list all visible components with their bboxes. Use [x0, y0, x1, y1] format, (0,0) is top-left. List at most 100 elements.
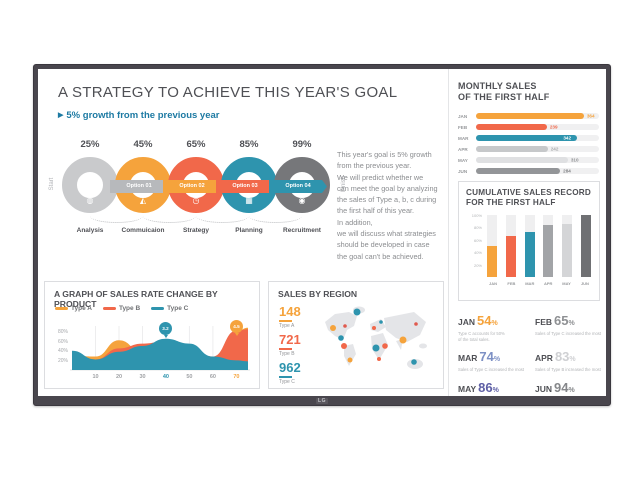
bar-value: 310 [570, 157, 579, 163]
dotted-arc [196, 209, 249, 223]
month-name: JAN [458, 317, 476, 327]
legend-item: Type B [102, 305, 140, 312]
month-stat: JAN 54% Type C accounts for 50% of the to… [458, 312, 528, 342]
column-track [580, 215, 591, 277]
month-value: 94 [554, 380, 569, 396]
month-value: 74 [479, 349, 494, 365]
stat-underline [279, 376, 292, 378]
monitor-bezel: A STRATEGY TO ACHIEVE THIS YEAR'S GOAL ▶… [33, 64, 611, 406]
bar-row: MAR 342 [458, 133, 599, 144]
month-name: FEB [535, 317, 552, 327]
percent-sign: % [492, 387, 499, 395]
lg-logo: LG [316, 398, 328, 404]
bar-value: 342 [563, 135, 572, 141]
sales-by-region-card: SALES BY REGION 148 Type A 721 Type B 96… [268, 281, 444, 389]
map-pins [330, 308, 418, 365]
bar-fill [476, 146, 548, 152]
column-bars [487, 215, 591, 277]
chart-icon: ▦ [245, 196, 253, 205]
x-axis-tick: 50 [186, 374, 193, 380]
month-name: MAY [458, 384, 477, 395]
bar-row: FEB 239 [458, 122, 599, 133]
y-axis-tick: 20% [473, 262, 482, 268]
bar-fill [476, 124, 547, 130]
bar-month: APR [458, 146, 468, 152]
x-axis-tick: MAY [562, 281, 571, 286]
month-value: 54 [477, 313, 492, 328]
x-axis-labels: JAN FEB MAR APR MAY JUN [487, 281, 591, 286]
month-stats-grid: JAN 54% Type C accounts for 50% of the to… [458, 312, 605, 396]
magnifier-icon: ◍ [86, 196, 94, 205]
x-axis-tick: 30 [139, 374, 146, 380]
bar-value: 364 [586, 113, 595, 119]
process-start-label: Start [49, 177, 55, 191]
month-name: APR [535, 353, 553, 364]
bar-value: 239 [549, 124, 558, 130]
legend-swatch [55, 307, 68, 310]
month-stat: APR 83% Sales of Type B increased the mos… [535, 348, 605, 373]
bar-track: 239 [476, 124, 599, 130]
goal-description: This year's goal is 5% growth from the p… [337, 150, 438, 261]
month-value: 86 [478, 380, 493, 396]
x-axis-tick: 20 [115, 374, 123, 380]
step-label: Analysis [76, 227, 104, 234]
y-axis-tick: 60% [57, 338, 68, 345]
region-stat: 148 Type A [279, 305, 319, 329]
dotted-arc [90, 209, 143, 223]
percent-sign: % [569, 356, 576, 364]
region-stat-label: Type B [279, 351, 295, 357]
bar-month: FEB [458, 124, 468, 130]
y-axis-tick: 60% [473, 237, 482, 243]
percent-sign: % [568, 387, 575, 395]
step-percent: 45% [133, 139, 153, 150]
bar-month: JAN [458, 113, 468, 119]
y-axis-tick: 40% [473, 250, 482, 256]
y-axis-tick: 100% [471, 213, 482, 218]
bar-fill [476, 113, 584, 119]
dotted-arc [249, 209, 302, 223]
option-band-3: Option 03 [216, 180, 274, 193]
bar-row: MAY 310 [458, 155, 599, 166]
flask-icon: ◭ [139, 196, 147, 205]
cumulative-sales-card: CUMULATIVE SALES RECORD FOR THE FIRST HA… [458, 181, 600, 301]
month-stat: MAR 74% Sales of Type C increased the mos… [458, 348, 528, 373]
percent-sign: % [568, 320, 575, 327]
bar-month: MAY [458, 157, 468, 163]
bar-track: 310 [476, 157, 599, 163]
stat-underline [279, 348, 292, 350]
month-value: 65 [554, 313, 569, 328]
option-band-1: Option 01 [110, 180, 168, 193]
display-screen: A STRATEGY TO ACHIEVE THIS YEAR'S GOAL ▶… [38, 69, 606, 396]
legend-swatch [102, 307, 116, 310]
month-stat: FEB 65% Sales of Type C increased the mos… [535, 312, 605, 342]
page-subtitle: ▶ 5% growth from the previous year [58, 110, 219, 121]
column-fill [487, 246, 497, 277]
monthly-sales-bars: JAN 364 FEB 239 MAR 342 APR 242 [458, 111, 599, 177]
bar-fill [476, 157, 568, 163]
legend: Type A Type B Type C [55, 305, 188, 312]
step-label: Commuicaion [121, 227, 165, 234]
column-fill [543, 224, 554, 277]
region-title: SALES BY REGION [278, 289, 358, 299]
dotted-arc [143, 209, 196, 223]
world-map [325, 306, 427, 369]
column-fill [562, 223, 573, 277]
bar-value: 284 [563, 168, 571, 174]
month-note: Type C accounts for 50% of the total sal… [458, 331, 505, 342]
region-stat-value: 962 [279, 360, 301, 375]
y-axis-tick: 40% [57, 348, 68, 355]
process-circle-analysis [62, 157, 118, 213]
column-track [562, 215, 573, 277]
cumulative-chart: 100% 80% 60% 40% 20% JAN [466, 213, 594, 295]
sales-rate-title: A GRAPH OF SALES RATE CHANGE BY PRODUCT [54, 289, 218, 309]
sales-rate-card: A GRAPH OF SALES RATE CHANGE BY PRODUCT … [44, 281, 260, 389]
legend-label: Type C [167, 305, 189, 312]
x-axis-tick: 60 [209, 374, 216, 380]
column-track [487, 215, 497, 277]
stat-underline [279, 320, 292, 322]
percent-sign: % [493, 356, 501, 364]
legend-swatch [151, 307, 165, 310]
column-track [505, 215, 516, 277]
x-axis-tick: 10 [92, 374, 99, 380]
